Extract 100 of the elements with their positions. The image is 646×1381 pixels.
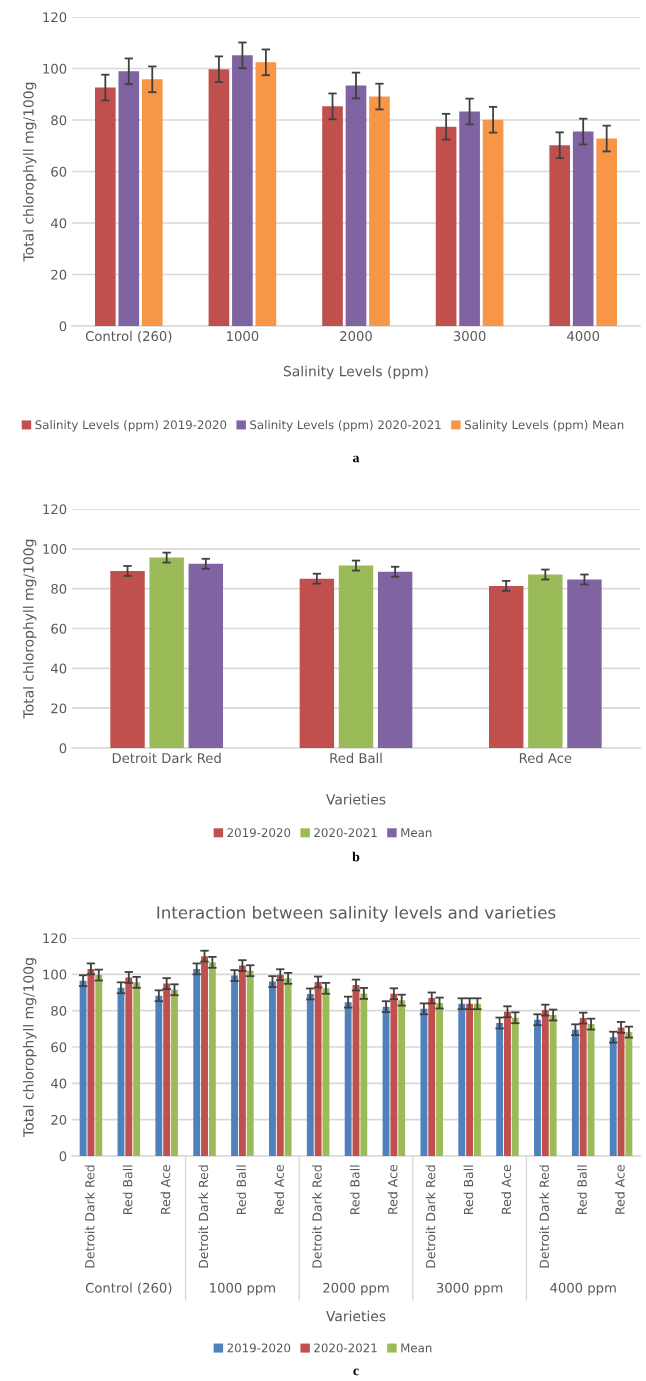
bar (459, 111, 480, 326)
bar (133, 982, 141, 1156)
x-axis-title: Varieties (326, 793, 386, 805)
bar (466, 1003, 474, 1156)
bar (596, 138, 618, 326)
bar (541, 1010, 549, 1156)
bar (458, 1003, 466, 1156)
bar (579, 1018, 587, 1156)
bar (428, 997, 436, 1156)
bar (549, 145, 571, 326)
bar (571, 1029, 579, 1156)
bar (322, 106, 343, 326)
y-tick-label: 60 (51, 623, 67, 634)
bar (398, 1000, 406, 1156)
bar (572, 131, 594, 326)
legend-label: Salinity Levels (ppm) 2019-2020 (35, 420, 227, 432)
bar (420, 1008, 428, 1156)
bar (369, 96, 390, 326)
bar (306, 993, 314, 1156)
bar (496, 1023, 504, 1156)
x-tick-label: 3000 (453, 331, 486, 342)
legend-label: 2019-2020 (227, 828, 291, 838)
bar (201, 956, 208, 1156)
y-tick-label: 0 (59, 743, 67, 754)
text: 1000 ppm (210, 1282, 275, 1296)
bar (284, 978, 292, 1156)
y-tick-label: 60 (51, 166, 67, 177)
bar (141, 79, 163, 326)
text: 3000 ppm (436, 1282, 503, 1296)
bar (625, 1032, 633, 1156)
x-tick-label: Red Ace (501, 1165, 512, 1214)
bar (208, 69, 230, 326)
bar (193, 968, 201, 1156)
bar (528, 574, 563, 748)
x-tick-label: Detroit Dark Red (112, 752, 221, 764)
y-tick-label: 20 (51, 1114, 67, 1125)
bar (238, 965, 246, 1156)
bar (110, 570, 145, 748)
x-tick-label: Detroit Dark Red (425, 1165, 436, 1268)
y-tick-label: 40 (50, 218, 67, 229)
x-tick-label: Red Ball (122, 1165, 133, 1215)
y-tick-label: 40 (50, 1078, 67, 1089)
x-tick-label: Red Ace (387, 1165, 398, 1214)
bar (390, 993, 398, 1156)
x-tick-label: Red Ace (519, 752, 572, 764)
y-axis-title: Total chlorophyll mg/100g (22, 539, 37, 719)
x-tick-label: Red Ace (615, 1165, 625, 1214)
bar (95, 975, 103, 1156)
bar (94, 87, 116, 326)
bar (246, 970, 254, 1156)
y-tick-label: 80 (51, 115, 67, 126)
bar (511, 1017, 519, 1156)
x-tick-label: 2000 (340, 331, 372, 342)
bar (87, 968, 95, 1156)
bar (377, 571, 413, 748)
y-tick-label: 120 (43, 12, 67, 23)
x-tick-label: Detroit Dark Red (312, 1165, 322, 1268)
x-tick-label: Red Ball (349, 1165, 360, 1215)
legend-label: Salinity Levels (ppm) 2020-2021 (250, 420, 441, 432)
bar (118, 71, 140, 326)
legend-label: Mean (401, 828, 432, 838)
bar (534, 1019, 541, 1156)
y-tick-label: 60 (51, 1042, 67, 1053)
x-tick-label: 1000 (227, 331, 259, 342)
bar (338, 565, 374, 748)
y-tick-label: 80 (51, 583, 67, 594)
bar (482, 119, 504, 326)
bar (232, 55, 253, 326)
x-tick-label: Detroit Dark Red (84, 1165, 95, 1268)
x-axis-title: Varieties (326, 1310, 386, 1322)
y-tick-label: 100 (43, 969, 67, 980)
bar (208, 962, 216, 1156)
x-tick-label: Red Ball (236, 1165, 247, 1215)
bar (171, 989, 178, 1156)
bar (344, 1002, 352, 1156)
bar (360, 993, 368, 1156)
y-tick-label: 120 (43, 933, 67, 944)
bar (188, 563, 224, 748)
bar (488, 585, 524, 748)
x-tick-label: Red Ace (274, 1165, 284, 1214)
text: 4000 ppm (550, 1282, 616, 1296)
y-tick-label: 0 (59, 321, 67, 332)
bar (314, 981, 322, 1156)
text: 2000 ppm (323, 1282, 389, 1296)
x-tick-label: Red Ball (330, 752, 382, 764)
y-tick-label: 120 (43, 504, 67, 515)
bar (609, 1037, 617, 1156)
y-tick-label: 20 (51, 703, 67, 714)
y-tick-label: 20 (51, 269, 67, 280)
bar (617, 1027, 625, 1156)
y-tick-label: 80 (51, 1005, 67, 1016)
x-tick-label: Detroit Dark Red (198, 1165, 209, 1268)
x-axis-title: Salinity Levels (ppm) (283, 365, 428, 380)
chart-title: Interaction between salinity levels and varieties (157, 905, 556, 923)
bar (299, 578, 335, 748)
x-tick-label: Control (260) (85, 330, 172, 343)
bar (163, 983, 171, 1156)
y-axis-title: Total chlorophyll mg/100g (22, 82, 37, 262)
text: Control (260) (85, 1282, 172, 1295)
text: b (352, 851, 360, 862)
